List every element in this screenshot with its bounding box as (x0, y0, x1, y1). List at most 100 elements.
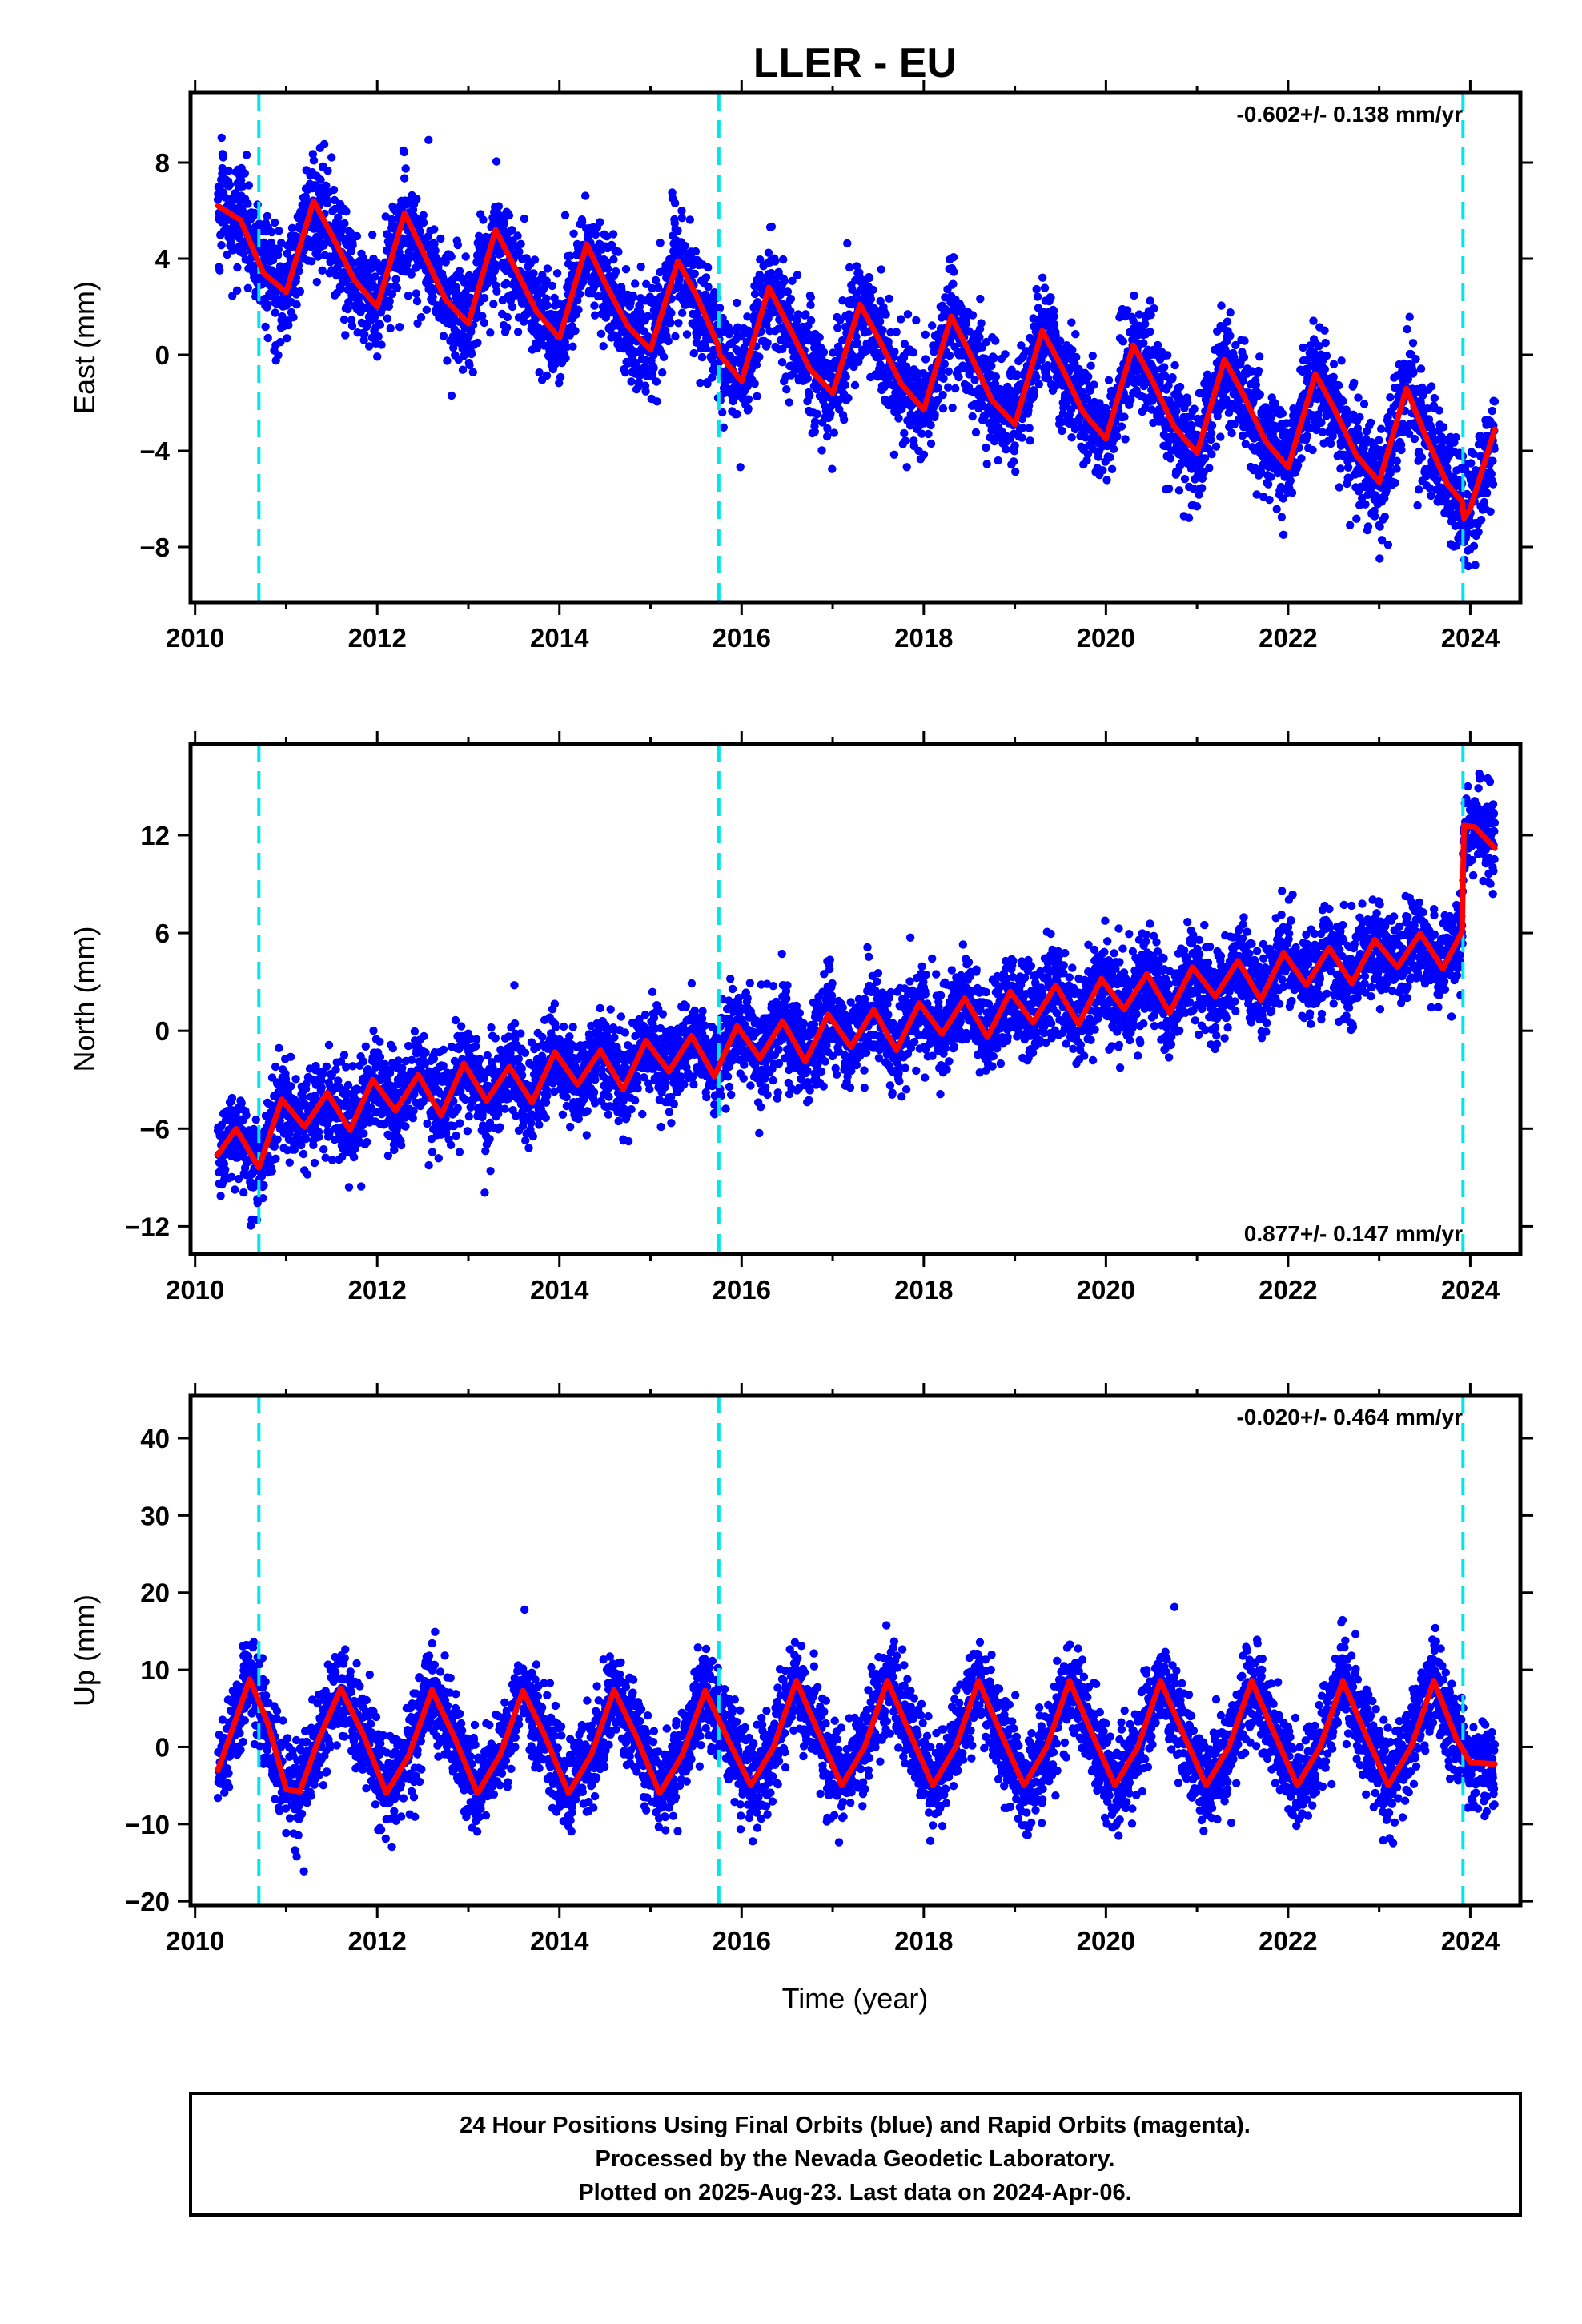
east-data-point (371, 272, 379, 281)
east-data-point (991, 336, 1000, 345)
east-data-point (878, 326, 887, 335)
east-data-point (287, 223, 297, 232)
east-data-point (1272, 505, 1281, 513)
east-data-point (743, 382, 752, 391)
east-data-point (1240, 336, 1249, 345)
east-data-point (377, 340, 386, 349)
east-data-point (750, 289, 760, 299)
east-data-point (829, 428, 839, 437)
east-data-point (866, 295, 876, 304)
east-data-point (1430, 393, 1439, 403)
east-data-point (667, 308, 676, 317)
east-data-point (1303, 432, 1311, 440)
east-data-point (681, 241, 689, 251)
east-data-point (407, 270, 416, 279)
east-data-point (1168, 373, 1177, 382)
east-data-point (840, 415, 849, 424)
east-data-point (786, 313, 795, 322)
east-data-point (1088, 352, 1098, 360)
east-data-point (1370, 512, 1379, 521)
east-data-point (590, 301, 599, 310)
east-data-point (810, 417, 820, 426)
east-data-point (492, 287, 501, 296)
east-data-point (805, 391, 814, 400)
east-data-point (218, 163, 227, 173)
east-data-point (1150, 304, 1158, 313)
east-data-point (620, 368, 630, 377)
east-data-point (341, 331, 350, 340)
east-data-point (1153, 340, 1162, 350)
east-data-point (934, 384, 942, 392)
east-data-point (1139, 339, 1148, 348)
east-data-point (368, 231, 377, 239)
east-data-point (1252, 490, 1261, 499)
east-data-point (793, 316, 801, 325)
east-data-point (975, 332, 984, 342)
east-data-point (733, 409, 741, 419)
east-data-point (556, 372, 565, 382)
east-data-point (1277, 513, 1287, 521)
east-data-point (1227, 428, 1236, 438)
east-data-point (1397, 445, 1406, 455)
east-data-point (370, 312, 379, 321)
east-data-point (1241, 440, 1250, 448)
east-data-point (982, 443, 990, 452)
east-data-point (560, 211, 570, 219)
east-data-point (943, 383, 953, 392)
east-data-point (652, 397, 661, 406)
east-data-point (400, 174, 409, 183)
east-data-point (900, 428, 909, 438)
east-data-point (786, 307, 795, 316)
east-data-point (900, 340, 909, 348)
east-data-point (1239, 352, 1249, 362)
east-data-point (1293, 460, 1303, 470)
east-data-point (503, 312, 512, 322)
east-data-point (489, 300, 498, 308)
east-data-point (1022, 347, 1030, 356)
east-data-point (1183, 398, 1192, 407)
east-data-point (1386, 393, 1395, 402)
east-data-point (1404, 429, 1414, 438)
east-data-point (634, 378, 644, 387)
east-data-point (562, 343, 571, 352)
east-data-point (783, 287, 793, 296)
east-data-point (884, 337, 893, 346)
east-data-point (1067, 318, 1076, 327)
east-data-point (1425, 484, 1435, 493)
east-data-point (1309, 316, 1318, 325)
east-data-point (1032, 284, 1041, 294)
east-data-point (396, 323, 404, 332)
east-data-point (635, 302, 644, 312)
east-data-point (1102, 476, 1111, 485)
east-data-point (701, 273, 711, 282)
east-data-point (1038, 273, 1047, 282)
east-data-point (401, 164, 410, 173)
east-data-point (941, 293, 950, 302)
east-data-point (458, 365, 468, 374)
east-data-point (1226, 332, 1235, 340)
east-data-point (940, 360, 950, 368)
east-data-point (352, 231, 362, 241)
east-data-point (1297, 454, 1306, 463)
east-data-point (853, 339, 862, 348)
east-data-point (1392, 464, 1401, 473)
east-data-point (1207, 429, 1216, 438)
east-data-point (1025, 424, 1034, 432)
east-data-point (691, 247, 701, 256)
east-data-point (733, 298, 741, 308)
east-data-point (1032, 372, 1041, 381)
east-data-point (841, 323, 850, 332)
east-data-point (488, 275, 497, 283)
east-data-point (1010, 441, 1019, 450)
east-data-point (1107, 464, 1117, 473)
east-data-point (231, 189, 239, 198)
east-data-point (771, 257, 780, 266)
east-data-point (685, 215, 694, 224)
east-data-point (793, 271, 802, 279)
east-data-point (666, 318, 675, 328)
east-data-point (1174, 486, 1184, 495)
east-data-point (1090, 380, 1098, 389)
east-data-point (752, 360, 761, 369)
east-data-point (342, 207, 351, 216)
east-data-point (917, 429, 926, 438)
